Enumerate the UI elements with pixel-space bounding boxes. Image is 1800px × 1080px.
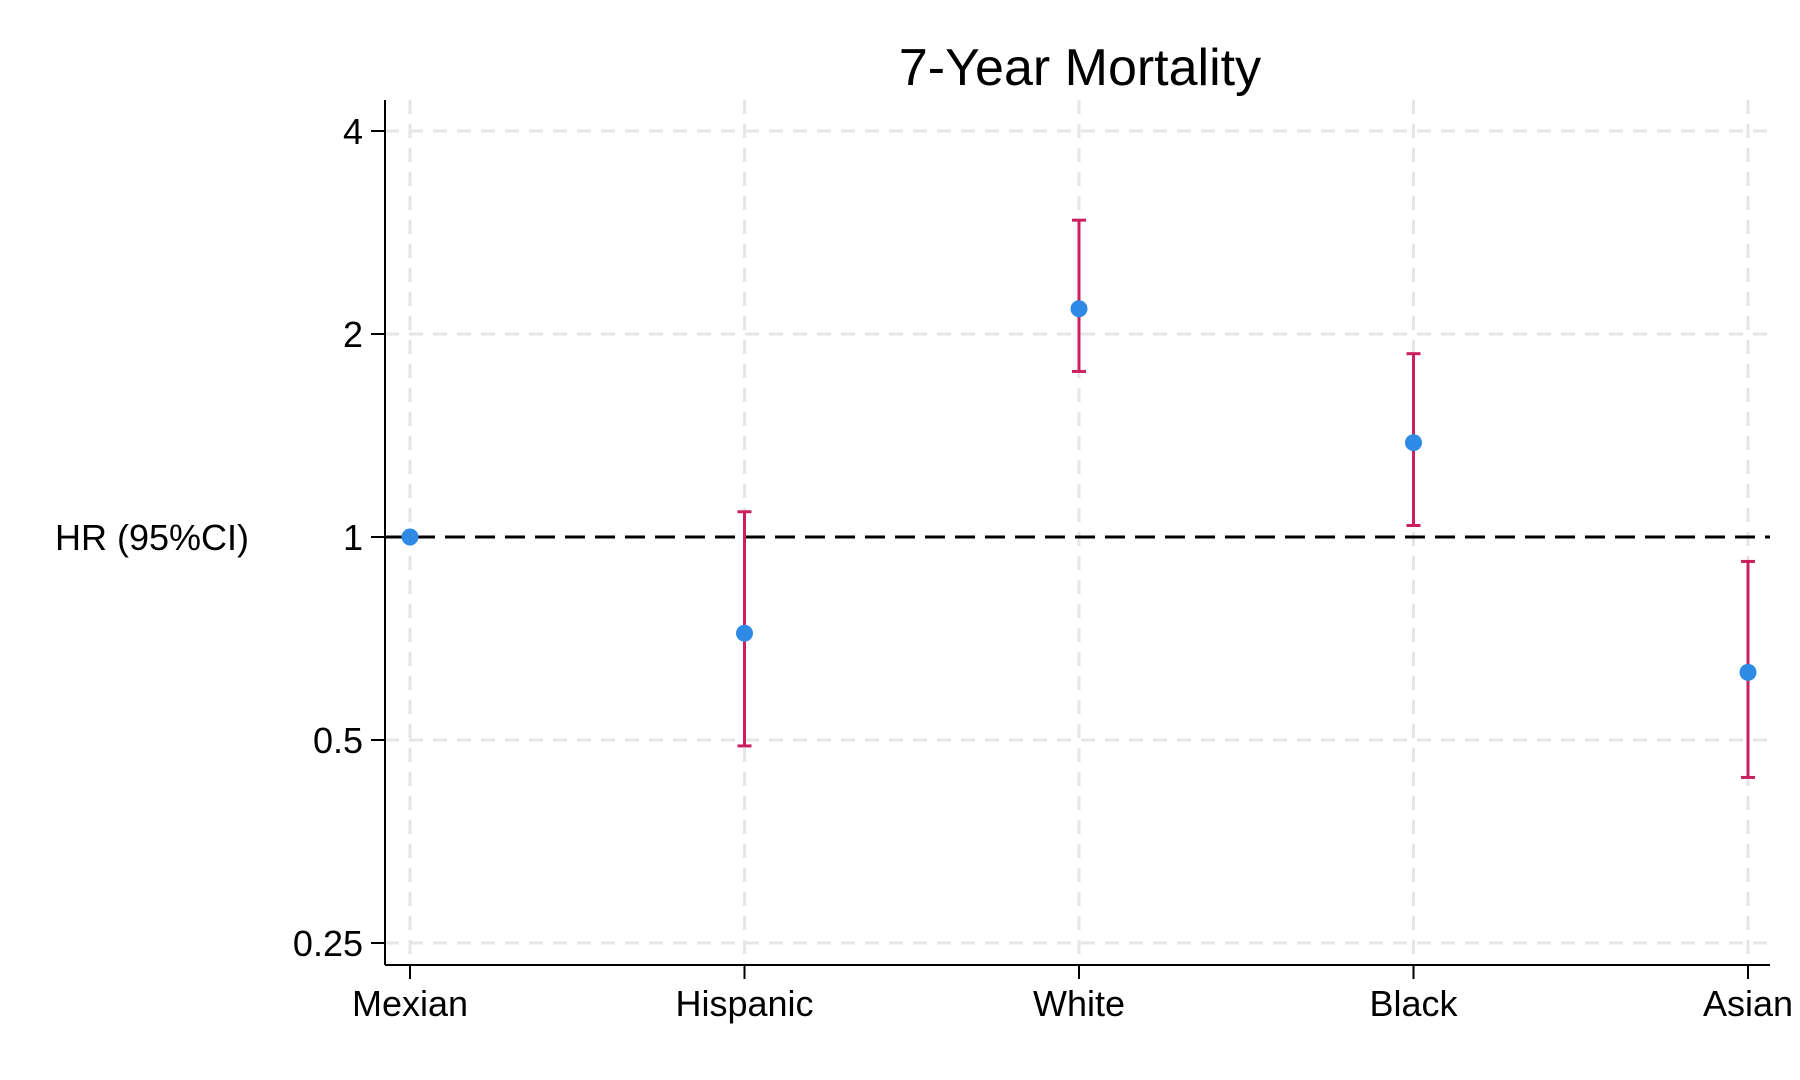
- point-layer: [401, 300, 1757, 681]
- error-bar-layer: [737, 218, 1755, 779]
- x-tick-label: Hispanic: [675, 983, 813, 1024]
- y-tick-label: 2: [343, 314, 363, 355]
- y-tick-label: 1: [343, 517, 363, 558]
- data-point: [401, 528, 419, 546]
- x-tick-label: Asian: [1703, 983, 1793, 1024]
- data-point: [1070, 300, 1088, 318]
- axis-layer: [384, 100, 1770, 966]
- data-point: [1405, 434, 1422, 452]
- x-tick-layer: Mexian Hispanic White Black Asian: [352, 965, 1793, 1024]
- y-tick-label: 0.5: [313, 720, 363, 761]
- data-point: [736, 624, 753, 642]
- y-tick-layer: 0.25 0.5 1 2 4: [293, 111, 385, 964]
- y-tick-label: 0.25: [293, 923, 363, 964]
- x-tick-label: Mexian: [352, 983, 468, 1024]
- y-tick-label: 4: [343, 111, 363, 152]
- data-point: [1739, 663, 1757, 681]
- x-tick-label: Black: [1369, 983, 1458, 1024]
- grid-layer: [385, 100, 1770, 965]
- chart-title: 7-Year Mortality: [899, 39, 1261, 97]
- y-axis-label: HR (95%CI): [55, 517, 249, 558]
- x-tick-label: White: [1033, 983, 1125, 1024]
